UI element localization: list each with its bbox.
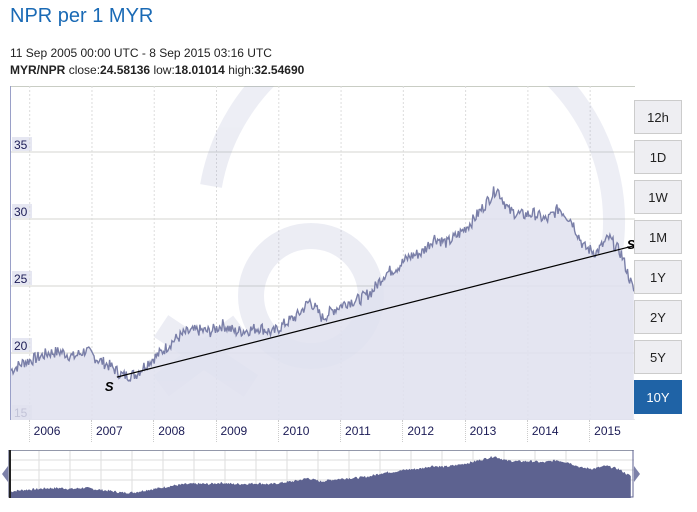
- trendline[interactable]: [116, 245, 634, 378]
- series-line: [11, 186, 635, 382]
- range-buttons: 12h 1D 1W 1M 1Y 2Y 5Y 10Y: [634, 100, 684, 420]
- navigator-right-handle-icon[interactable]: [634, 466, 640, 482]
- range-button-10y[interactable]: 10Y: [634, 380, 682, 414]
- y-label-bg: [12, 204, 32, 218]
- y-tick-label: 30: [14, 205, 28, 219]
- x-tick-label: 2014: [531, 424, 559, 438]
- high-value: 32.54690: [254, 63, 305, 77]
- x-tick: [153, 420, 155, 442]
- x-axis: 2006 2007 2008 2009 2010 2011 2012 2013 2014 2015: [10, 420, 634, 442]
- y-tick-label: 25: [14, 272, 28, 286]
- x-tick-label: 2007: [95, 424, 123, 438]
- y-tick-label: 35: [14, 138, 28, 152]
- x-tick-label: 2011: [345, 424, 371, 438]
- x-tick-label: 2013: [469, 424, 497, 438]
- page-title: NPR per 1 MYR: [10, 5, 154, 27]
- high-label: high:: [228, 63, 255, 77]
- low-value: 18.01014: [174, 63, 225, 77]
- y-label-bg: [12, 137, 32, 151]
- x-tick-label: 2009: [220, 424, 248, 438]
- x-tick-label: 2006: [33, 424, 61, 438]
- navigator-area: [10, 455, 631, 498]
- x-tick: [526, 420, 528, 442]
- x-tick: [215, 420, 217, 442]
- x-tick: [277, 420, 279, 442]
- navigator-svg: [8, 450, 634, 498]
- date-range: 11 Sep 2005 00:00 UTC - 8 Sep 2015 03:16…: [10, 46, 272, 60]
- main-chart[interactable]: 1520253035SS: [10, 86, 635, 420]
- close-label: close:: [68, 63, 101, 77]
- series-area: [11, 186, 634, 420]
- x-tick-label: 2010: [282, 424, 310, 438]
- x-tick-label: 2015: [594, 424, 621, 438]
- trend-start-marker[interactable]: S: [105, 379, 114, 394]
- x-tick: [340, 420, 342, 442]
- close-value: 24.58136: [100, 63, 151, 77]
- chart-svg: 1520253035SS: [11, 86, 635, 420]
- navigator[interactable]: [8, 450, 634, 498]
- x-tick: [28, 420, 30, 442]
- trend-end-marker[interactable]: S: [627, 237, 635, 252]
- y-label-bg: [12, 271, 32, 285]
- x-tick-label: 2008: [158, 424, 185, 438]
- range-button-1y[interactable]: 1Y: [634, 260, 682, 294]
- y-tick-label: 20: [14, 339, 28, 353]
- navigator-left-handle-icon[interactable]: [2, 466, 8, 482]
- x-tick: [464, 420, 466, 442]
- range-button-1m[interactable]: 1M: [634, 220, 682, 254]
- range-button-1d[interactable]: 1D: [634, 140, 682, 174]
- x-tick: [402, 420, 404, 442]
- low-label: low:: [153, 63, 175, 77]
- range-button-2y[interactable]: 2Y: [634, 300, 682, 334]
- x-tick-label: 2012: [407, 424, 435, 438]
- range-button-1w[interactable]: 1W: [634, 180, 682, 214]
- pair-stats: MYR/NPR close:24.58136 low:18.01014 high…: [10, 63, 304, 77]
- x-tick: [589, 420, 591, 442]
- y-label-bg: [12, 338, 32, 352]
- pair-label: MYR/NPR: [10, 63, 66, 77]
- x-tick: [90, 420, 92, 442]
- range-button-12h[interactable]: 12h: [634, 100, 682, 134]
- range-button-5y[interactable]: 5Y: [634, 340, 682, 374]
